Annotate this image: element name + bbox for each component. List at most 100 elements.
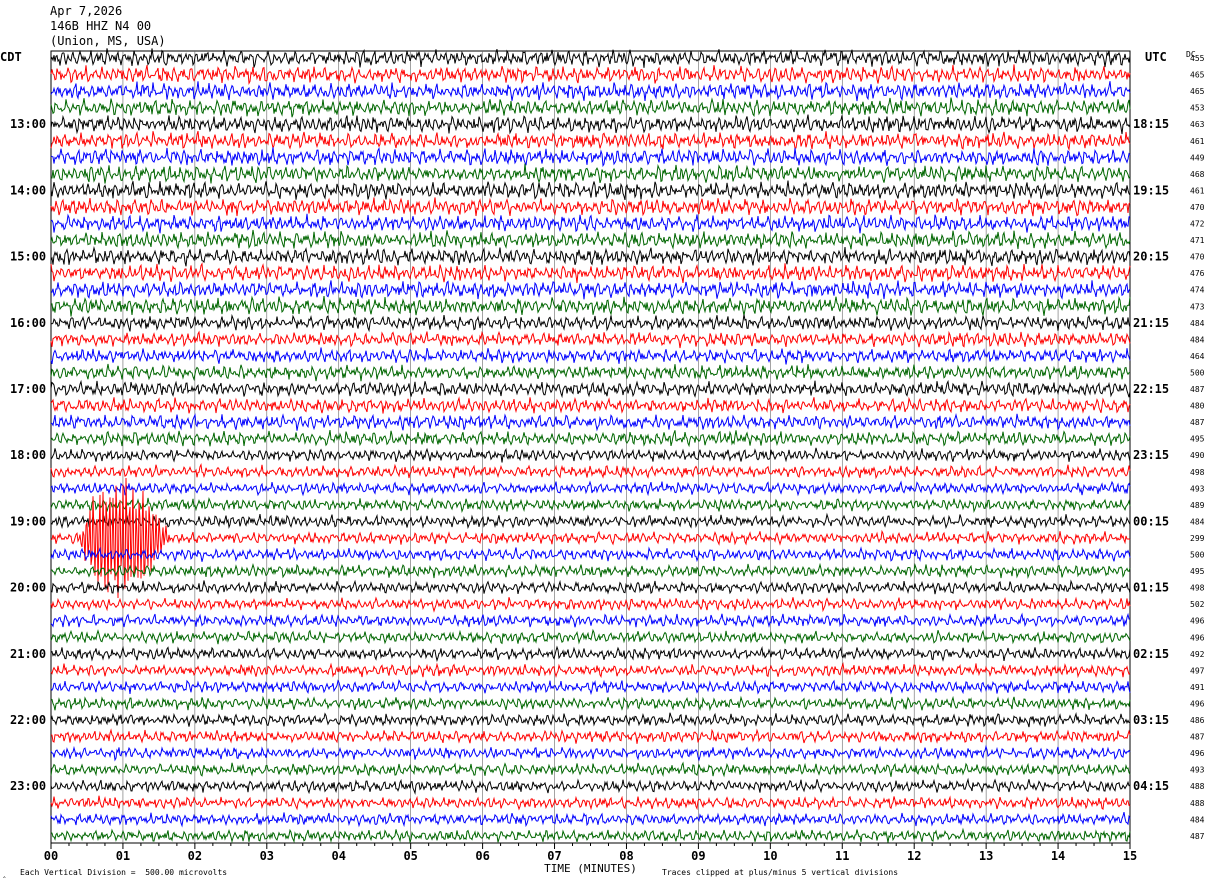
seismic-trace bbox=[50, 81, 1131, 102]
x-tick-label: 13 bbox=[979, 849, 993, 863]
seismic-trace bbox=[50, 512, 1131, 530]
dc-offset-label: 484 bbox=[1190, 319, 1205, 328]
dc-offset-label: 502 bbox=[1190, 600, 1205, 609]
seismic-trace bbox=[50, 363, 1131, 382]
x-tick-label: 06 bbox=[475, 849, 489, 863]
right-hour-label: 20:15 bbox=[1133, 250, 1169, 264]
dc-offset-label: 471 bbox=[1190, 236, 1205, 245]
left-hour-label: 14:00 bbox=[10, 183, 46, 197]
seismic-trace bbox=[50, 147, 1131, 168]
seismic-trace bbox=[50, 744, 1131, 762]
dc-offset-label: 492 bbox=[1190, 650, 1205, 659]
dc-offset-label: 488 bbox=[1190, 782, 1205, 791]
right-hour-label: 02:15 bbox=[1133, 647, 1169, 661]
seismic-trace bbox=[50, 712, 1131, 728]
left-hour-label: 23:00 bbox=[10, 779, 46, 793]
dc-offset-label: 488 bbox=[1190, 799, 1205, 808]
dc-offset-label: 461 bbox=[1190, 186, 1205, 195]
corner-mark: ‸ bbox=[3, 869, 6, 878]
left-hour-label: 20:00 bbox=[10, 581, 46, 595]
seismic-trace bbox=[51, 163, 1131, 184]
x-tick-label: 03 bbox=[260, 849, 274, 863]
dc-offset-label: 495 bbox=[1190, 435, 1205, 444]
seismic-trace bbox=[50, 430, 1131, 448]
seismic-trace bbox=[50, 462, 1131, 480]
seismic-trace bbox=[50, 48, 1131, 68]
x-tick-label: 10 bbox=[763, 849, 777, 863]
dc-offset-label: 491 bbox=[1190, 683, 1205, 692]
dc-offset-label: 465 bbox=[1190, 87, 1205, 96]
seismic-trace bbox=[50, 412, 1131, 432]
seismic-trace bbox=[50, 795, 1131, 811]
dc-offset-label: 464 bbox=[1190, 352, 1205, 361]
dc-offset-label: 498 bbox=[1190, 468, 1205, 477]
dc-offset-label: 489 bbox=[1190, 501, 1205, 510]
dc-offset-label: 472 bbox=[1190, 220, 1205, 229]
seismic-trace bbox=[50, 280, 1131, 300]
left-hour-label: 15:00 bbox=[10, 250, 46, 264]
seismic-trace bbox=[50, 827, 1131, 844]
left-hour-label: 17:00 bbox=[10, 382, 46, 396]
dc-offset-label: 463 bbox=[1190, 120, 1205, 129]
seismic-trace bbox=[50, 330, 1131, 349]
dc-offset-label: 496 bbox=[1190, 699, 1205, 708]
dc-offset-label: 495 bbox=[1190, 567, 1205, 576]
seismic-trace bbox=[50, 313, 1131, 333]
dc-offset-label: 449 bbox=[1190, 153, 1205, 162]
x-tick-label: 02 bbox=[188, 849, 202, 863]
dc-offset-label: 465 bbox=[1190, 71, 1205, 80]
dc-offset-label: 299 bbox=[1190, 534, 1205, 543]
seismic-trace bbox=[50, 546, 1131, 563]
dc-offset-label: 476 bbox=[1190, 269, 1205, 278]
right-hour-label: 04:15 bbox=[1133, 779, 1169, 793]
seismic-trace bbox=[50, 497, 1131, 514]
dc-offset-label: 474 bbox=[1190, 286, 1205, 295]
dc-offset-label: 487 bbox=[1190, 733, 1205, 742]
dc-offset-label: 461 bbox=[1190, 137, 1205, 146]
seismic-trace bbox=[50, 130, 1131, 152]
x-tick-label: 09 bbox=[691, 849, 705, 863]
right-hour-label: 03:15 bbox=[1133, 713, 1169, 727]
right-hour-label: 22:15 bbox=[1133, 382, 1169, 396]
dc-offset-label: 484 bbox=[1190, 335, 1205, 344]
x-tick-label: 15 bbox=[1123, 849, 1137, 863]
dc-column-label: DC bbox=[1186, 50, 1196, 59]
dc-offset-label: 473 bbox=[1190, 302, 1205, 311]
x-tick-label: 12 bbox=[907, 849, 921, 863]
seismic-trace bbox=[50, 379, 1131, 399]
x-tick-label: 08 bbox=[619, 849, 633, 863]
seismic-trace bbox=[50, 480, 1131, 497]
right-hour-label: 00:15 bbox=[1133, 514, 1169, 528]
seismic-trace bbox=[50, 477, 1131, 599]
seismic-trace bbox=[50, 645, 1131, 663]
seismic-trace bbox=[50, 612, 1131, 629]
right-hour-label: 19:15 bbox=[1133, 183, 1169, 197]
left-hour-label: 18:00 bbox=[10, 448, 46, 462]
seismic-trace bbox=[50, 447, 1131, 463]
dc-offset-label: 453 bbox=[1190, 104, 1205, 113]
dc-offset-label: 486 bbox=[1190, 716, 1205, 725]
clipping-note: Traces clipped at plus/minus 5 vertical … bbox=[662, 868, 899, 877]
plot-date: Apr 7,2026 bbox=[50, 4, 123, 18]
left-hour-label: 16:00 bbox=[10, 316, 46, 330]
seismic-trace bbox=[50, 811, 1131, 828]
seismic-trace bbox=[50, 347, 1131, 365]
left-hour-label: 22:00 bbox=[10, 713, 46, 727]
x-tick-label: 05 bbox=[403, 849, 417, 863]
dc-offset-label: 500 bbox=[1190, 368, 1205, 377]
vertical-scale-note: Each Vertical Division = 500.00 microvol… bbox=[20, 868, 228, 877]
seismic-trace bbox=[50, 262, 1131, 284]
seismic-trace bbox=[50, 229, 1131, 250]
seismic-trace bbox=[50, 197, 1131, 217]
dc-offset-label: 496 bbox=[1190, 749, 1205, 758]
seismic-trace bbox=[50, 777, 1131, 795]
dc-offset-label: 493 bbox=[1190, 766, 1205, 775]
seismic-trace bbox=[50, 97, 1131, 118]
x-tick-label: 01 bbox=[116, 849, 130, 863]
dc-offset-label: 496 bbox=[1190, 633, 1205, 642]
seismic-trace bbox=[50, 662, 1131, 679]
x-tick-label: 04 bbox=[332, 849, 346, 863]
seismic-trace bbox=[50, 562, 1131, 579]
dc-offset-label: 493 bbox=[1190, 484, 1205, 493]
x-tick-label: 11 bbox=[835, 849, 849, 863]
